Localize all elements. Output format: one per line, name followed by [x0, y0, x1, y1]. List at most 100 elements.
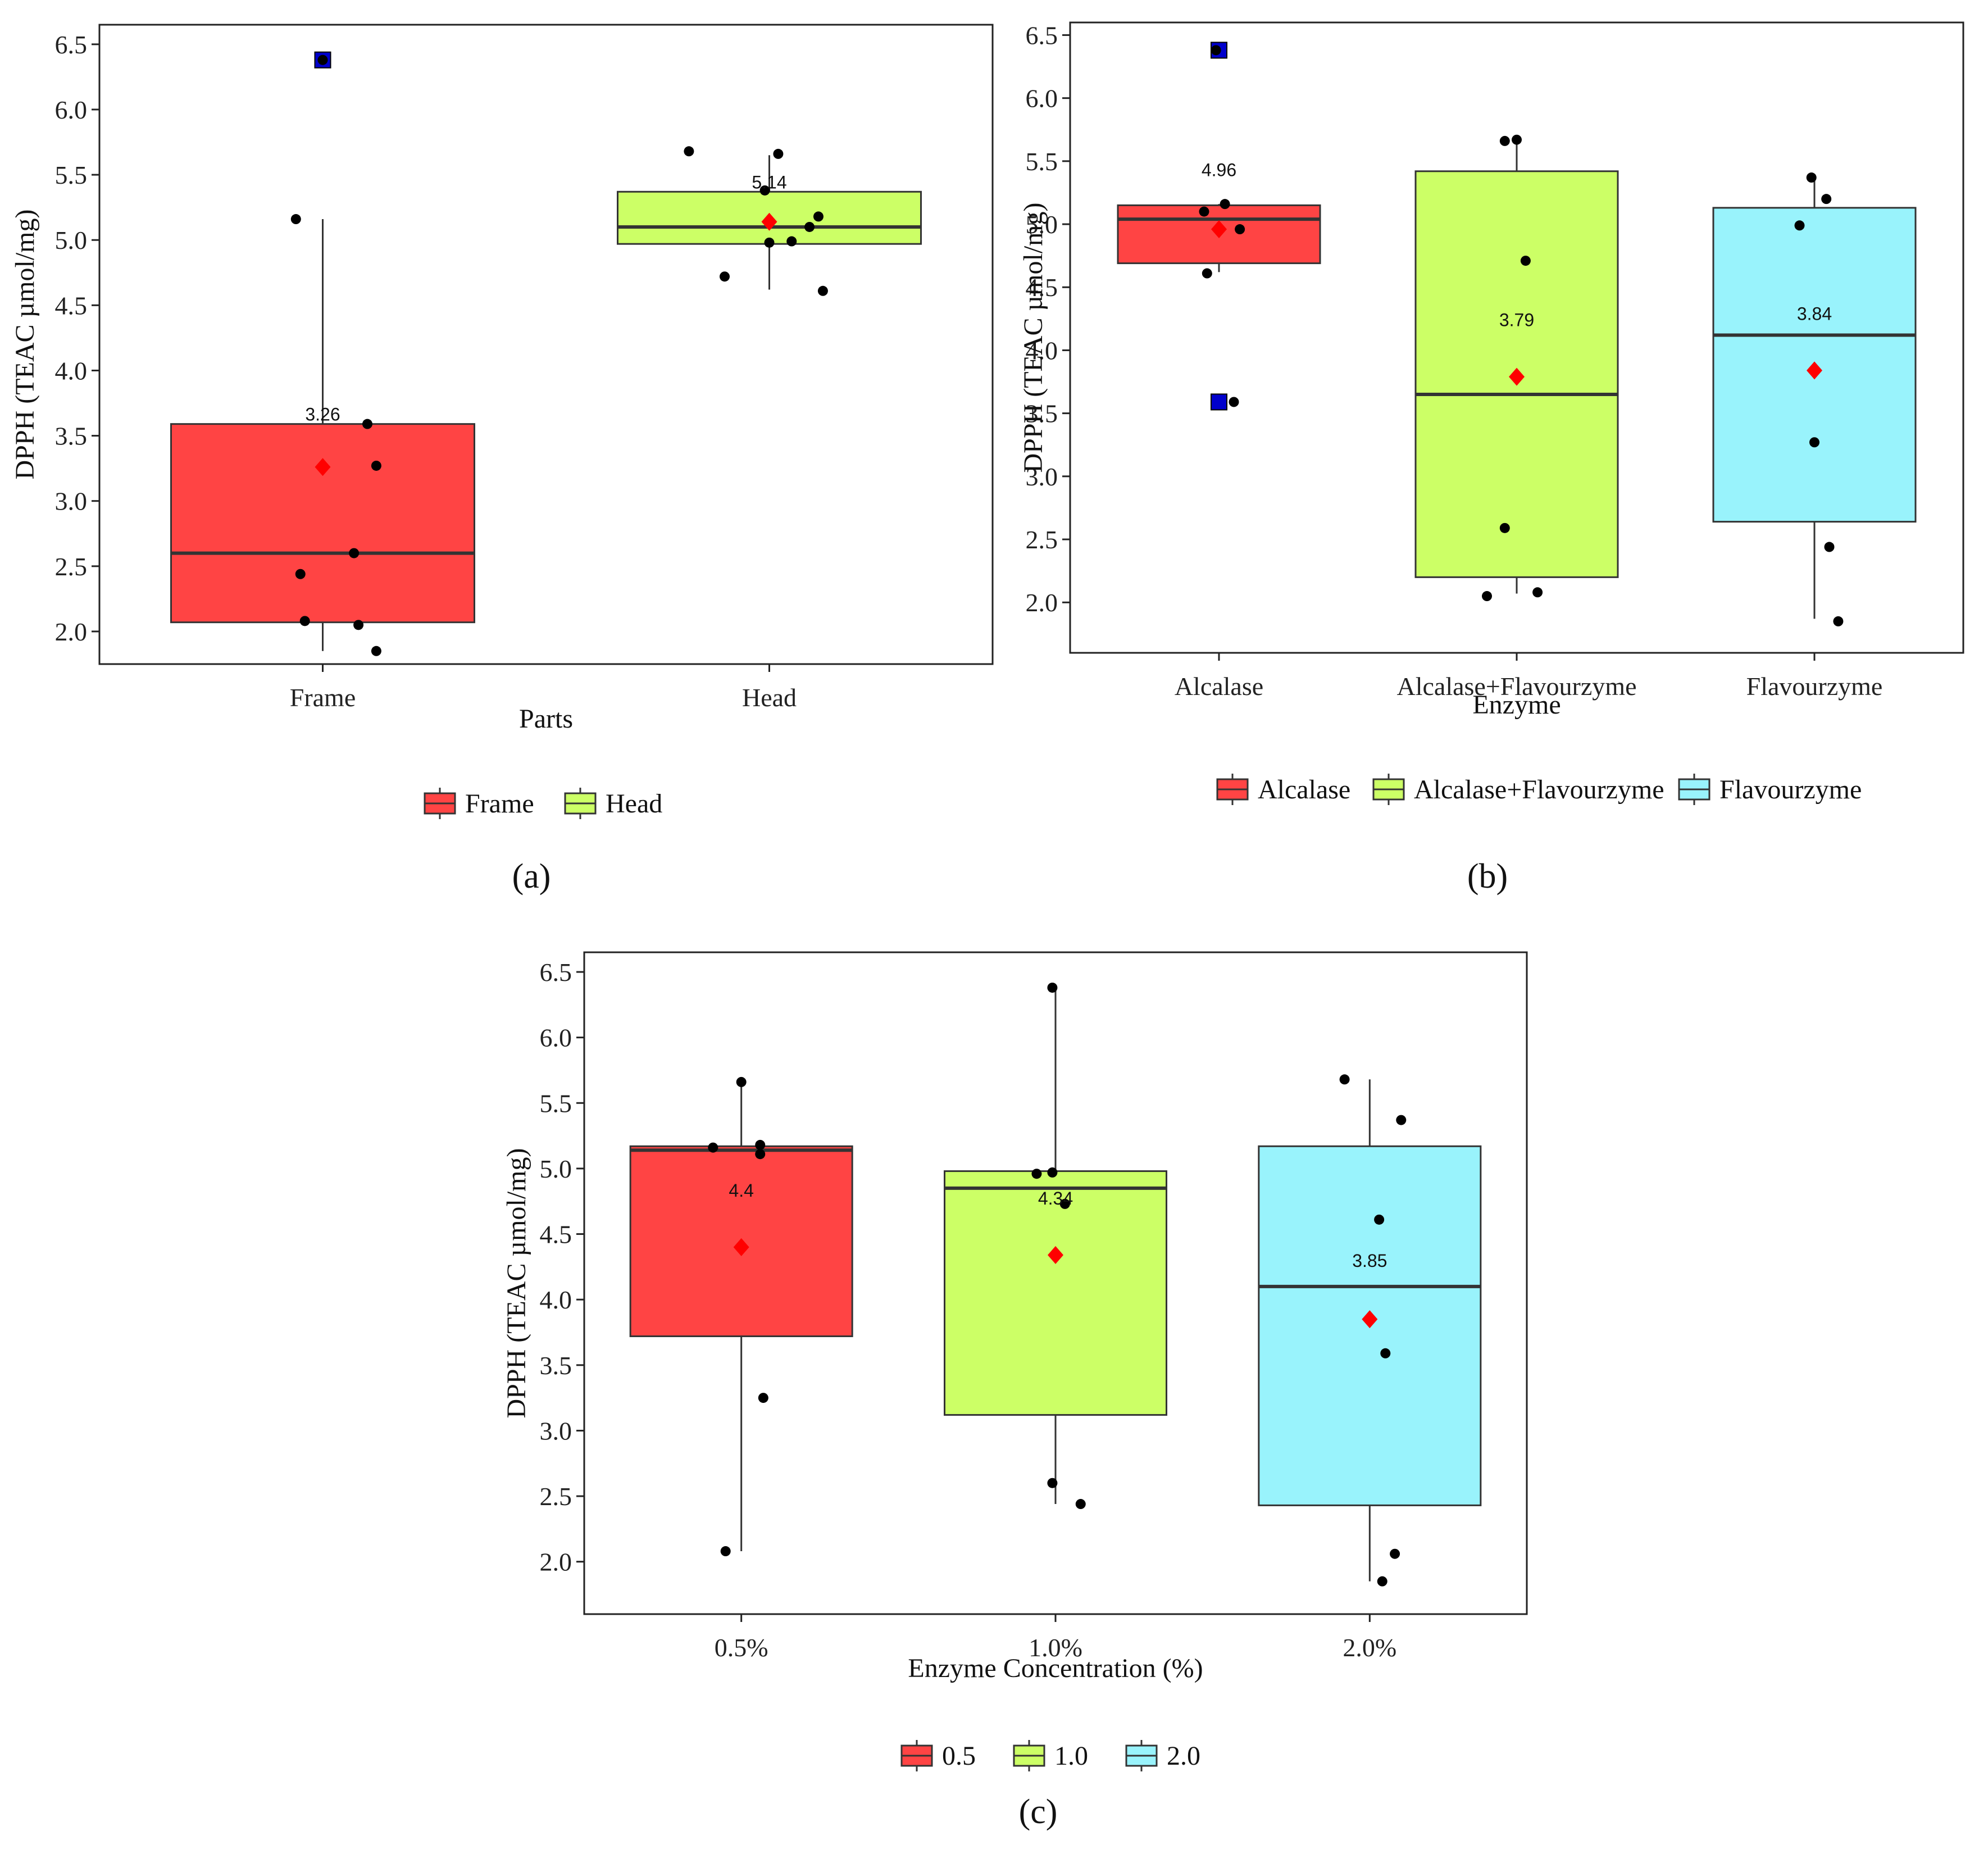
- data-point: [720, 1546, 731, 1557]
- mean-label: 4.4: [729, 1180, 753, 1201]
- chart-panel-a: 2.0 2.5 3.0 3.5 4.0 4.5 5.0 5.5 6.0 6.5 DPPH (TEAC…: [10, 24, 994, 896]
- legend-item: Head: [564, 788, 662, 819]
- x-axis-title: Parts: [519, 704, 573, 734]
- data-point: [1229, 397, 1239, 407]
- data-point: [1824, 542, 1835, 552]
- mean-label: 4.96: [1202, 160, 1236, 180]
- box-2-0-: 3.85: [1258, 1074, 1482, 1587]
- data-point: [371, 460, 381, 471]
- panel-caption: (a): [512, 857, 551, 896]
- mean-label: 3.84: [1797, 303, 1832, 324]
- data-point: [1031, 1169, 1042, 1179]
- y-tick-label: 3.5: [1026, 399, 1058, 428]
- y-tick-label: 5.0: [540, 1155, 572, 1183]
- data-point: [758, 1393, 768, 1403]
- box-0-5-: 4.4: [629, 1076, 853, 1557]
- legend-item: 1.0: [1013, 1740, 1088, 1771]
- x-tick-label: 2.0%: [1343, 1633, 1396, 1662]
- data-point: [755, 1139, 766, 1150]
- y-tick-label: 4.0: [1026, 336, 1058, 365]
- data-point: [786, 236, 797, 247]
- data-point: [1377, 1576, 1387, 1587]
- data-point: [736, 1076, 747, 1087]
- data-point: [1794, 220, 1805, 231]
- y-axis-title: DPPH (TEAC µmol/mg): [10, 209, 40, 479]
- legend-label: Head: [606, 789, 662, 819]
- mean-marker: [1211, 220, 1227, 239]
- data-point: [1059, 1198, 1070, 1209]
- data-point: [295, 569, 306, 579]
- y-tick-label: 6.0: [1026, 84, 1058, 113]
- y-tick-label: 6.5: [55, 30, 88, 59]
- legend-item: 2.0: [1125, 1740, 1200, 1771]
- data-point: [1396, 1115, 1407, 1125]
- y-tick-label: 3.0: [55, 487, 88, 516]
- legend-label: Alcalase+Flavourzyme: [1414, 775, 1664, 805]
- mean-label: 3.85: [1352, 1251, 1387, 1271]
- data-point: [817, 285, 828, 296]
- data-point: [1390, 1548, 1400, 1559]
- data-point: [1235, 224, 1245, 235]
- x-tick-label: Flavourzyme: [1746, 672, 1883, 701]
- outlier-marker: [1211, 393, 1227, 411]
- mean-label: 5.14: [752, 172, 786, 192]
- legend-label: Frame: [465, 789, 534, 819]
- y-tick-label: 5.5: [540, 1089, 572, 1117]
- data-point: [1520, 256, 1531, 266]
- y-tick-label: 4.0: [55, 356, 88, 385]
- y-tick-label: 6.5: [1026, 21, 1058, 49]
- y-tick-label: 6.0: [55, 96, 88, 124]
- legend-item: Alcalase+Flavourzyme: [1372, 774, 1664, 805]
- data-point: [764, 237, 775, 248]
- box-1-0-: 4.34: [944, 982, 1167, 1510]
- legend-item: 0.5: [900, 1740, 976, 1771]
- data-point: [1806, 172, 1817, 183]
- panel-caption: (b): [1467, 857, 1508, 896]
- y-tick-label: 2.0: [55, 617, 88, 646]
- panel-caption: (c): [1019, 1793, 1058, 1831]
- y-tick-label: 3.5: [55, 422, 88, 451]
- data-point: [1211, 45, 1221, 56]
- mean-label: 4.34: [1038, 1188, 1073, 1208]
- x-tick-label: 1.0%: [1029, 1633, 1082, 1662]
- box-alcalase-flavourzyme: 3.79: [1414, 134, 1619, 602]
- chart-panel-c: 2.0 2.5 3.0 3.5 4.0 4.5 5.0 5.5 6.0 6.5 DPPH (TEAC…: [502, 951, 1528, 1831]
- y-tick-label: 3.0: [1026, 462, 1058, 491]
- data-point: [362, 419, 372, 429]
- data-point: [1512, 134, 1522, 145]
- mean-marker: [733, 1238, 749, 1256]
- data-point: [1482, 591, 1492, 602]
- data-point: [1499, 135, 1510, 146]
- box-iqr: [170, 423, 475, 624]
- mean-label: 3.26: [305, 405, 340, 425]
- data-point: [804, 221, 815, 232]
- y-tick-label: 2.5: [55, 552, 88, 581]
- legend-label: 2.0: [1167, 1741, 1200, 1771]
- data-point: [1047, 982, 1058, 993]
- data-point: [813, 211, 824, 222]
- x-tick-label: Alcalase: [1175, 672, 1263, 701]
- data-point: [290, 214, 301, 225]
- y-tick-label: 2.5: [1026, 525, 1058, 554]
- legend-label: Alcalase: [1258, 775, 1350, 805]
- data-point: [759, 185, 770, 196]
- data-point: [1499, 522, 1510, 533]
- legend-label: 0.5: [942, 1741, 976, 1771]
- y-axis-title: DPPH (TEAC µmol/mg): [502, 1148, 531, 1418]
- legend-item: Frame: [424, 788, 534, 819]
- data-point: [1532, 587, 1543, 598]
- data-point: [1339, 1074, 1350, 1085]
- box-alcalase: 4.96: [1117, 42, 1321, 411]
- x-axis-title: Enzyme: [1472, 690, 1561, 720]
- legend-label: Flavourzyme: [1719, 775, 1862, 805]
- chart-panel-b: 2.0 2.5 3.0 3.5 4.0 4.5 5.0 5.5 6.0 6.5 DPPH (TEAC…: [1018, 21, 1964, 896]
- data-point: [1047, 1478, 1058, 1488]
- x-tick-label: Frame: [290, 683, 356, 712]
- y-tick-label: 5.5: [1026, 147, 1058, 176]
- data-point: [353, 620, 364, 630]
- data-point: [1075, 1499, 1086, 1510]
- legend-label: 1.0: [1054, 1741, 1088, 1771]
- y-tick-label: 4.5: [1026, 273, 1058, 302]
- data-point: [1833, 616, 1844, 626]
